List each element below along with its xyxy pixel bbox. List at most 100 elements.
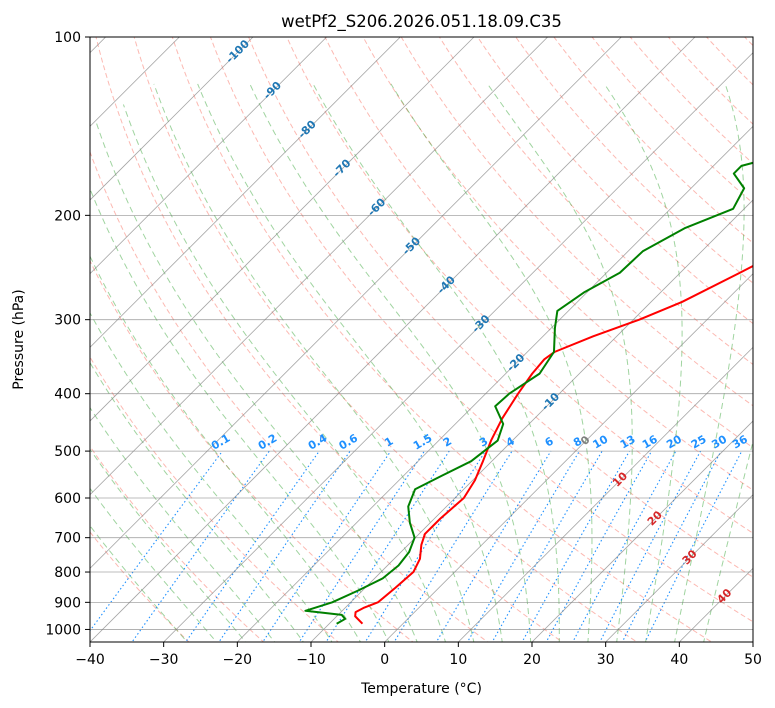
dewpoint-profile [304,161,753,625]
isotherm-label: -100 [223,37,252,66]
y-tick-label: 900 [54,595,81,611]
isotherm-line [458,346,753,642]
x-axis-label: Temperature (°C) [360,681,482,697]
isotherm-label: 30 [680,547,700,567]
mixing-ratio-label: 20 [664,432,684,451]
moist-adiabat [122,104,447,642]
dry-adiabat [743,37,753,47]
mixing-ratio-label: 16 [640,432,660,451]
dry-adiabat [90,356,339,642]
dry-adiabat [591,37,753,204]
mixing-ratio-label: 1 [382,435,395,450]
isotherm-line [90,37,548,496]
mixing-ratio-line [491,450,603,642]
sounding-profiles [304,161,753,625]
x-tick-label: −20 [223,652,253,668]
mixing-ratio-label: 0.4 [306,431,330,452]
x-tick-label: −30 [149,652,179,668]
moist-adiabat [487,83,633,642]
y-tick-label: 400 [54,387,81,403]
moist-adiabat [96,123,418,642]
moist-adiabat [312,83,560,642]
mixing-ratio-label: 30 [709,432,729,451]
isotherm-label: -20 [504,351,527,374]
moist-adiabat [90,524,188,642]
plot-frame [89,36,754,643]
x-tick-label: 20 [523,652,541,668]
background-grid [90,24,775,654]
moist-adiabat [703,439,753,642]
isotherm-label: 10 [610,469,630,489]
moist-adiabat [90,487,218,642]
dry-adiabat [248,37,753,578]
y-tick-label: 300 [54,313,81,329]
isotherm-label: 40 [714,586,734,606]
dry-adiabat [629,37,753,165]
moist-adiabat [674,83,745,642]
y-tick-label: 600 [54,491,81,507]
isotherm-line [605,494,753,642]
isotherm-line [90,37,401,348]
dry-adiabat [95,37,564,642]
mixing-ratio-line [131,450,270,642]
dry-adiabat [90,531,190,642]
y-axis-label: Pressure (hPa) [11,289,27,389]
y-tick-label: 500 [54,444,81,460]
isotherm-label: -50 [400,234,423,257]
moist-adiabat [604,83,683,642]
mixing-ratio-label: 0.2 [256,432,279,453]
dry-adiabat [90,259,414,642]
isotherm-line [237,125,753,642]
moist-adiabat [90,311,333,642]
isotherm-label: -30 [469,312,492,335]
mixing-ratio-line [621,450,722,642]
isotherm-line [384,273,753,642]
moist-adiabat [90,448,247,642]
dry-adiabat [133,37,638,642]
x-axis: −40 −30 −20 −10 0 10 20 30 40 50 [75,642,762,668]
y-tick-label: 200 [54,208,81,224]
dry-adiabat [209,37,753,623]
mixing-ratio-label: 36 [730,432,750,451]
moist-adiabat [90,255,362,642]
x-tick-label: 10 [449,652,467,668]
dry-adiabat [438,37,753,366]
y-tick-label: 800 [54,565,81,581]
dry-adiabat [324,37,753,491]
mixing-ratio-label: 10 [591,432,611,451]
moist-adiabat [197,83,503,642]
temperature-profile [354,264,753,625]
isotherm-line [90,37,475,422]
y-tick-label: 1000 [45,622,81,638]
isotherm-line [90,37,254,201]
isotherm-line [752,641,753,642]
x-tick-label: 0 [380,652,389,668]
isotherm-line [90,37,622,569]
dry-adiabat [667,37,753,125]
moist-adiabat [153,83,475,642]
isotherm-line [163,52,753,642]
isotherm-line [531,420,753,642]
x-tick-label: 40 [670,652,688,668]
isotherm-line [310,199,753,642]
isotherm-line [90,37,696,642]
isotherm-label: -90 [261,79,284,102]
x-tick-label: 30 [597,652,615,668]
y-tick-label: 700 [54,531,81,547]
mixing-ratio-label: 25 [689,433,709,452]
x-tick-label: −10 [296,652,326,668]
moist-adiabat [90,406,276,642]
moist-adiabat [390,83,593,642]
moist-adiabat [249,83,532,642]
x-tick-label: 50 [744,652,762,668]
mixing-ratio-label: 1.5 [411,432,434,453]
y-axis: 1000 900 800 700 600 500 400 300 200 100 [45,30,90,638]
isotherm-label: 20 [645,508,665,528]
dry-adiabat [171,37,713,642]
dry-adiabat [400,37,753,407]
dry-adiabat [90,150,489,642]
dry-adiabat [770,24,775,654]
dry-adiabat [286,37,753,534]
moist-adiabat [90,361,304,642]
